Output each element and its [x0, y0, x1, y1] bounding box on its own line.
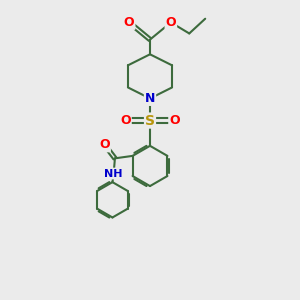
Text: O: O — [166, 16, 176, 29]
Text: O: O — [99, 138, 110, 151]
Text: S: S — [145, 114, 155, 128]
Text: O: O — [124, 16, 134, 29]
Text: NH: NH — [104, 169, 123, 178]
Text: O: O — [120, 114, 131, 127]
Text: N: N — [145, 92, 155, 105]
Text: O: O — [169, 114, 180, 127]
